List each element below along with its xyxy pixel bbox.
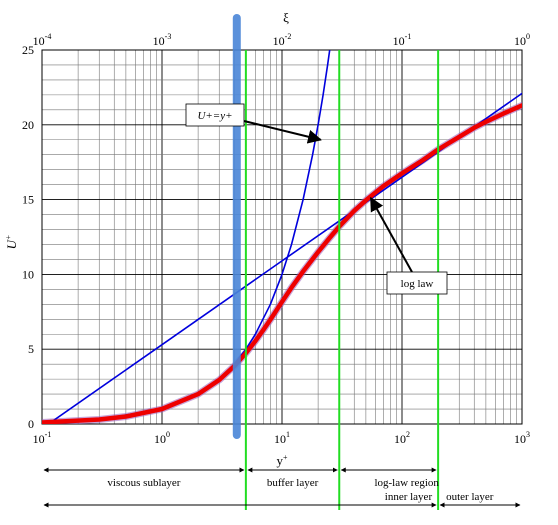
outer-region-label: outer layer	[446, 491, 494, 503]
series-line-spalding	[42, 103, 522, 424]
callout-log-arrow	[369, 196, 413, 273]
grid	[41, 49, 522, 425]
x-tick-label: 10-1	[33, 430, 52, 446]
y-tick-label: 10	[22, 267, 34, 281]
top-tick-label: 10-1	[393, 32, 412, 48]
y-tick-label: 5	[28, 342, 34, 356]
top-tick-labels: 10-4 10-3 10-2 10-1 100	[33, 32, 530, 48]
x-axis-label: y+	[276, 453, 288, 468]
region-brackets: viscous sublayer buffer layer log-law regi…	[43, 467, 521, 508]
y-tick-label: 20	[22, 118, 34, 132]
x-tick-labels: 10-1 100 101 102 103	[33, 430, 530, 446]
callout-linear-text: U+=y+	[197, 110, 232, 122]
x-tick-label: 102	[394, 430, 410, 446]
outer-region-label: inner layer	[385, 491, 433, 503]
series-group	[42, 50, 522, 424]
y-tick-label: 0	[28, 417, 34, 431]
callout-log-text: log law	[401, 278, 434, 290]
callout-linear-arrow	[243, 120, 323, 144]
top-tick-label: 10-3	[153, 32, 172, 48]
series	[42, 50, 522, 424]
x-tick-label: 100	[154, 430, 170, 446]
top-axis-label: ξ	[283, 10, 289, 25]
region-label: log-law region	[374, 477, 439, 489]
callout-log-law: log law	[369, 196, 448, 295]
callout-linear-law: U+=y+	[185, 103, 323, 144]
y-tick-label: 15	[22, 193, 34, 207]
x-tick-label: 103	[514, 430, 530, 446]
region-label: viscous sublayer	[107, 477, 180, 489]
plot-frame	[41, 49, 523, 425]
region-label: buffer layer	[267, 477, 319, 489]
y-tick-label: 25	[22, 43, 34, 57]
top-tick-label: 10-4	[33, 32, 52, 48]
axis-labels: U+ y+ ξ	[4, 10, 289, 468]
top-tick-label: 10-2	[273, 32, 292, 48]
callout-linear-box	[185, 103, 245, 127]
x-tick-label: 101	[274, 430, 290, 446]
y-tick-labels: 0 5 10 15 20 25	[22, 43, 34, 431]
top-tick-label: 100	[514, 32, 530, 48]
callout-log-box	[386, 271, 448, 295]
y-axis-label: U+	[4, 235, 19, 250]
